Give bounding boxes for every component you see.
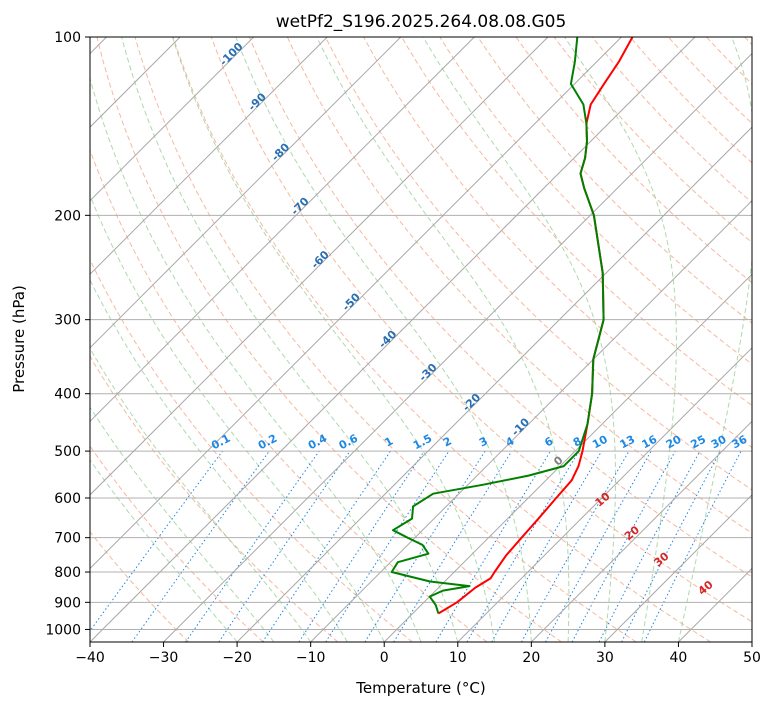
x-tick-label: 0	[380, 650, 389, 666]
isotherm	[90, 37, 549, 496]
isotherm	[457, 347, 752, 642]
isotherms	[90, 37, 752, 642]
moist-adiabat	[316, 37, 570, 642]
mixing-ratio-line	[571, 450, 676, 642]
moist-adiabat	[422, 37, 616, 642]
x-tick-label: 50	[743, 650, 761, 666]
y-tick-label: 900	[54, 595, 81, 611]
mixing-ratio-label: 36	[730, 433, 750, 452]
y-axis-label: Pressure (hPa)	[10, 285, 28, 393]
plot-frame	[89, 36, 753, 643]
dry-adiabat	[248, 37, 752, 578]
isotherm	[530, 420, 752, 642]
x-tick-label: 30	[596, 650, 614, 666]
dry-adiabat	[477, 37, 752, 324]
mixing-ratio-label: 10	[590, 433, 610, 452]
y-tick-label: 500	[54, 444, 81, 460]
moist-adiabat	[121, 37, 459, 642]
dry-adiabat	[134, 37, 637, 642]
mixing-ratio-label: 30	[709, 433, 729, 452]
mixing-ratio-line	[218, 450, 351, 642]
y-tick-label: 400	[54, 387, 81, 403]
mixing-ratio-label: 25	[688, 433, 708, 452]
dry-adiabat	[210, 37, 752, 623]
dry-adiabat	[172, 37, 712, 642]
x-tick-label: −40	[75, 650, 105, 666]
moist-adiabat	[172, 37, 496, 642]
dry-adiabat	[90, 445, 264, 642]
x-tick-label: −10	[296, 650, 326, 666]
dry-adiabat	[401, 37, 752, 407]
mixing-ratio-line	[298, 450, 425, 642]
x-tick-label: 40	[670, 650, 688, 666]
moist-adiabat	[90, 459, 238, 642]
mixing-ratio-line	[325, 450, 450, 642]
y-tick-label: 800	[54, 565, 81, 581]
mixing-ratio-line	[393, 450, 513, 642]
moist-adiabat	[90, 278, 348, 642]
y-tick-label: 200	[54, 208, 81, 224]
moist-adiabat	[90, 406, 275, 642]
mixing-ratio-line	[90, 450, 223, 632]
dewpoint-profile-line	[390, 37, 605, 614]
moist-adiabat	[564, 37, 677, 642]
isotherm	[90, 37, 402, 349]
dry-adiabat	[96, 37, 562, 642]
chart-title: wetPf2_S196.2025.264.08.08.G05	[276, 12, 567, 32]
dry-adiabat	[90, 355, 339, 642]
dry-adiabats	[90, 37, 752, 642]
mixing-ratio-line	[643, 450, 742, 642]
dry-adiabat	[90, 531, 190, 642]
isotherm	[236, 126, 752, 642]
moist-adiabat	[90, 194, 385, 642]
x-tick-label: 20	[522, 650, 540, 666]
isotherm	[90, 37, 255, 202]
isotherm	[163, 52, 752, 642]
y-tick-label: 600	[54, 491, 81, 507]
x-axis-ticks: −40 −30 −20 −10 0 10 20 30 40 50	[75, 642, 761, 666]
isotherm	[604, 494, 752, 642]
dry-adiabat	[325, 37, 752, 491]
y-tick-label: 100	[54, 30, 81, 46]
x-axis-label: Temperature (°C)	[355, 679, 485, 697]
moist-adiabat	[677, 37, 752, 642]
mixing-ratio-line	[545, 450, 652, 642]
dry-adiabat	[515, 37, 752, 284]
mixing-ratio-line	[521, 450, 630, 642]
x-tick-label: −20	[222, 650, 252, 666]
mixing-ratio-lines	[90, 450, 742, 642]
mixing-ratio-label: 16	[640, 433, 660, 452]
profile-series	[390, 37, 634, 615]
y-axis-ticks: 1000 900 800 700 600 500 400 300 200 100	[45, 30, 90, 638]
y-tick-label: 700	[54, 531, 81, 547]
isotherm	[310, 199, 752, 642]
mixing-ratio-line	[185, 450, 320, 642]
isotherm	[383, 273, 752, 642]
isotherm	[90, 37, 475, 423]
x-tick-label: 10	[449, 650, 467, 666]
mixing-ratio-line	[131, 450, 270, 642]
mixing-ratio-line	[262, 450, 391, 642]
x-tick-label: −30	[149, 650, 179, 666]
isotherm	[90, 37, 328, 275]
mixing-ratio-label: 13	[618, 433, 638, 452]
y-tick-label: 1000	[45, 622, 81, 638]
pressure-gridlines	[90, 37, 752, 630]
isotherm	[90, 37, 696, 642]
mixing-ratio-label: 20	[664, 433, 684, 452]
y-tick-label: 300	[54, 313, 81, 329]
isotherm	[90, 37, 622, 570]
